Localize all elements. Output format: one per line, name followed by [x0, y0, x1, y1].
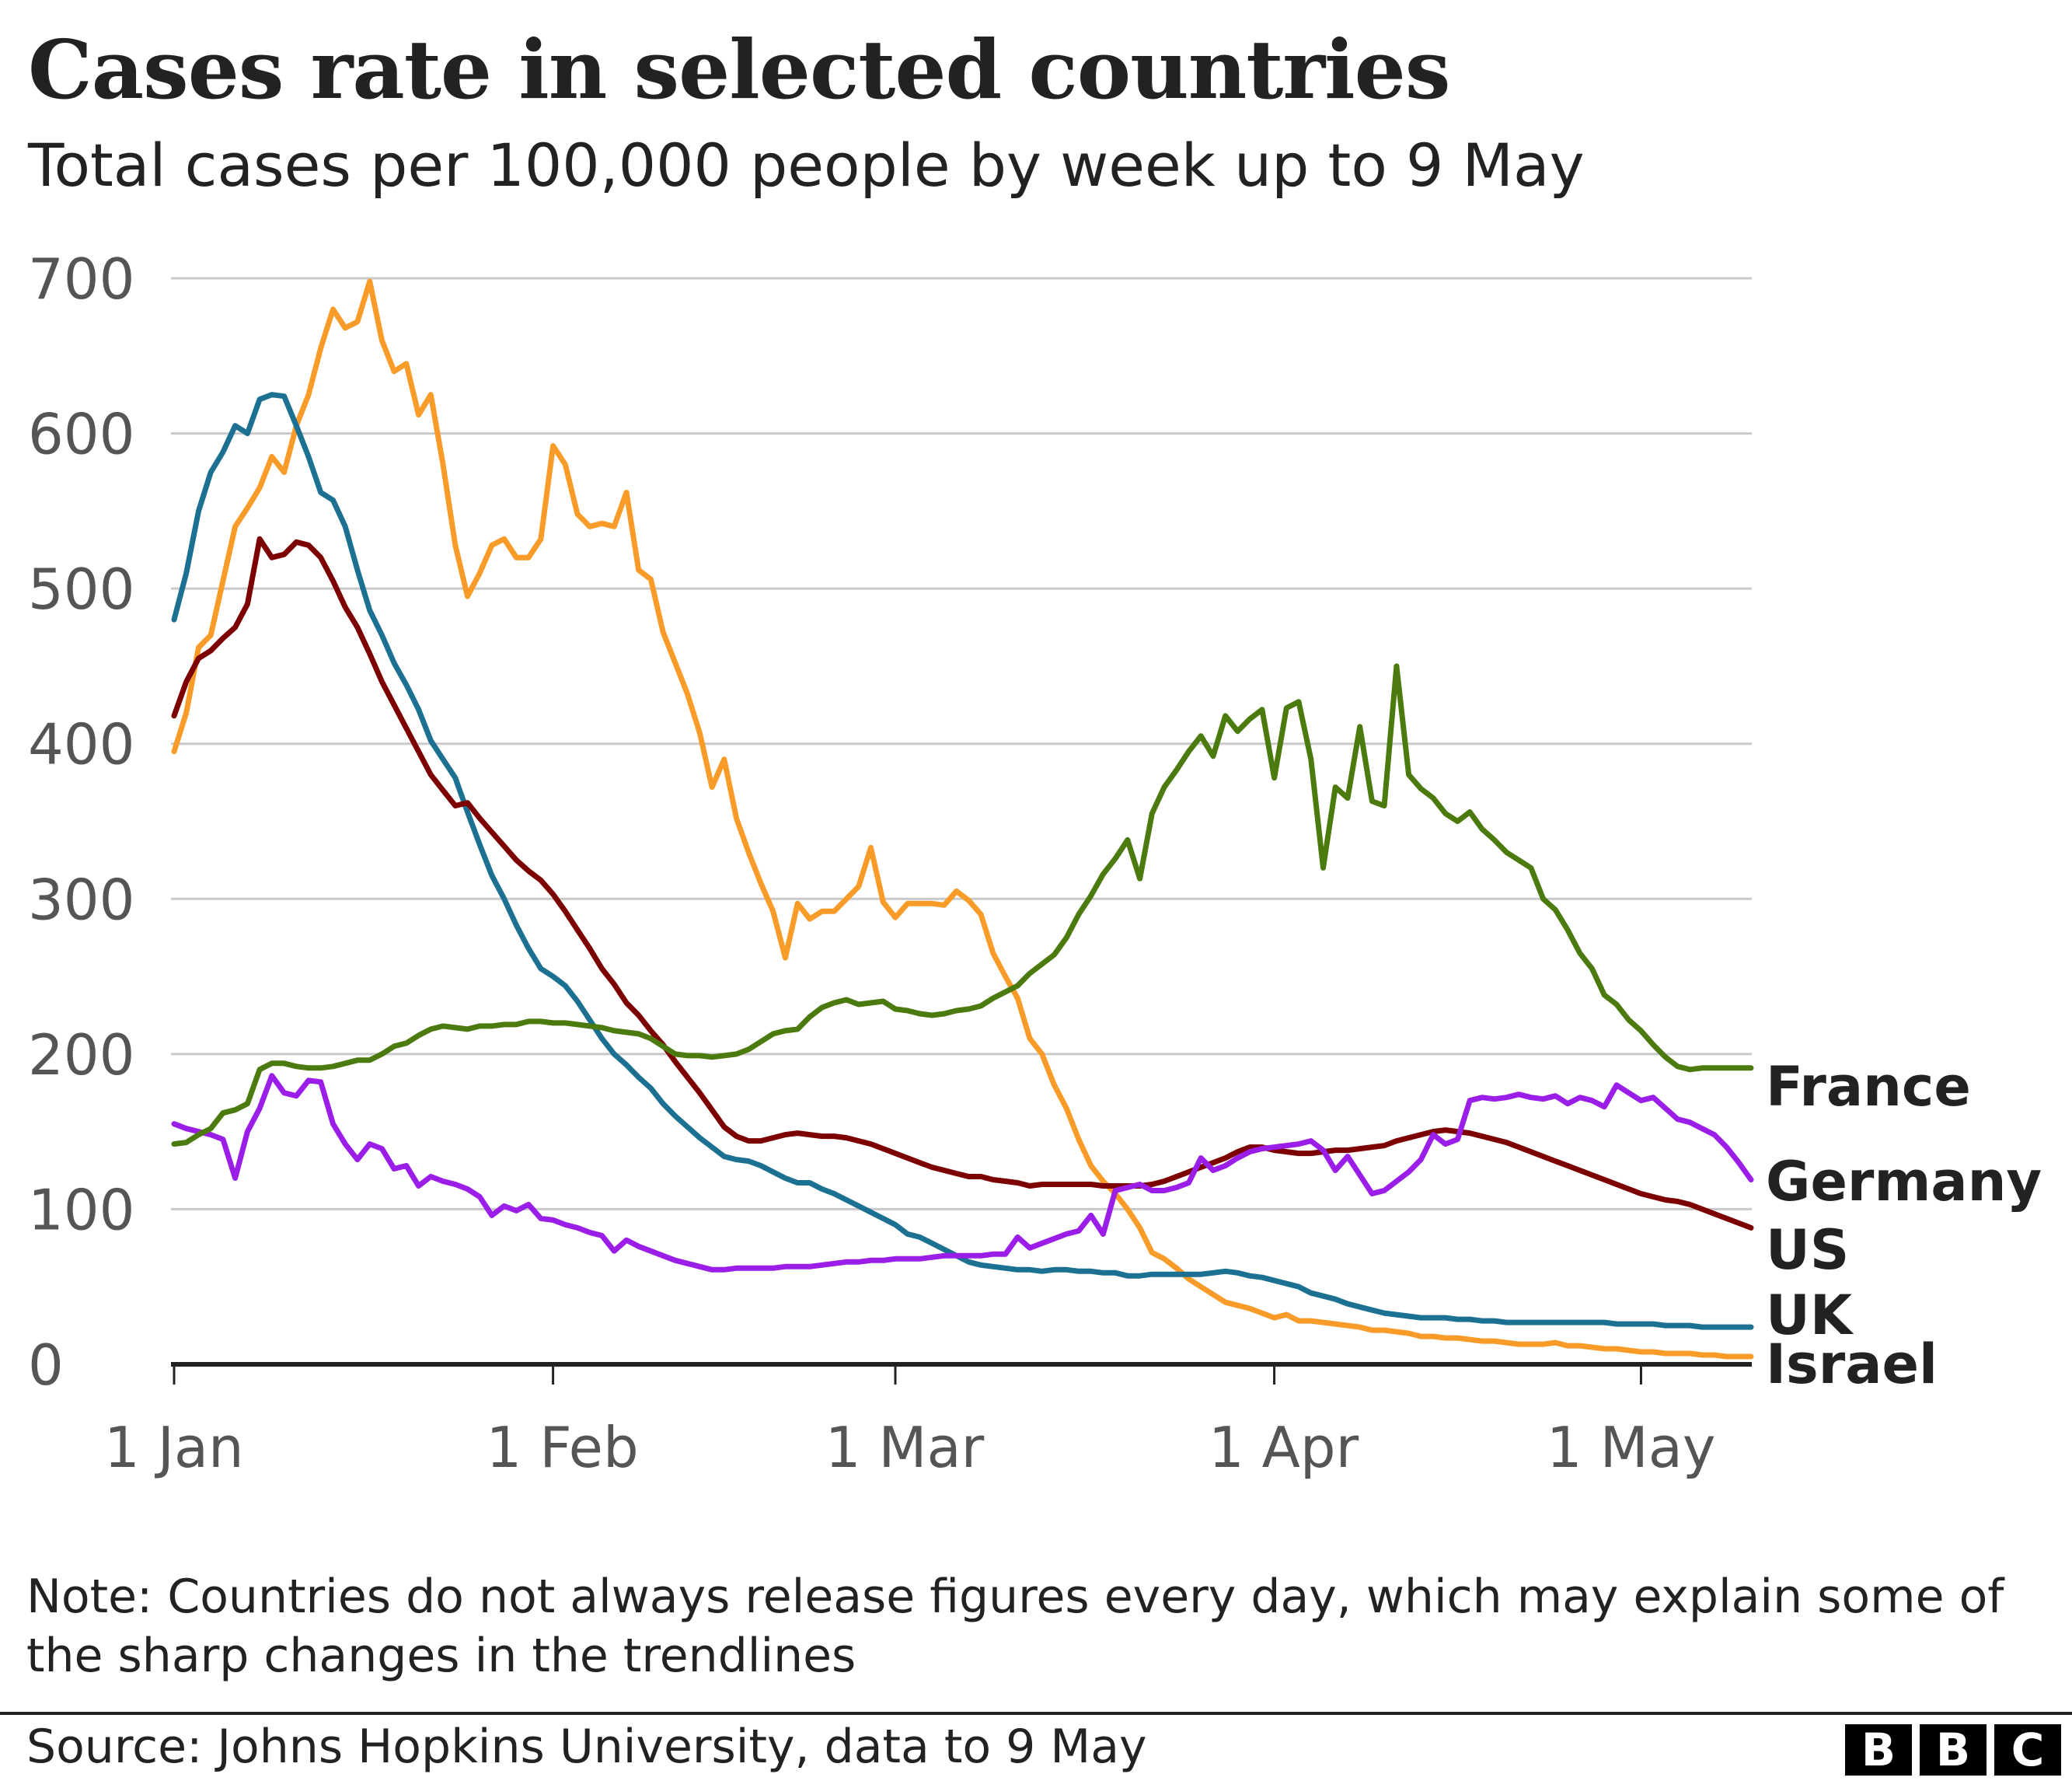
- series-lines: [171, 278, 1754, 1360]
- footer-divider: [0, 1712, 2072, 1715]
- series-line-uk: [171, 392, 1754, 1330]
- footnote: Note: Countries do not always release fi…: [26, 1570, 2004, 1683]
- bbc-logo-letter-b2: B: [1920, 1724, 1987, 1776]
- series-label-germany: Germany: [1766, 1150, 2042, 1214]
- x-tick-label-1: 1 Feb: [487, 1415, 639, 1480]
- y-tick-label-0: 0: [28, 1332, 64, 1398]
- series-label-israel: Israel: [1766, 1332, 1938, 1396]
- chart-subtitle: Total cases per 100,000 people by week u…: [28, 131, 1585, 200]
- y-tick-label-700: 700: [28, 246, 134, 312]
- x-tick-label-2: 1 Mar: [825, 1415, 985, 1480]
- x-axis: 1 Jan 1 Feb 1 Mar 1 Apr 1 May: [104, 1362, 1752, 1480]
- y-tick-label-100: 100: [28, 1177, 134, 1242]
- gridlines: [171, 277, 1752, 1210]
- series-line-us: [171, 536, 1754, 1231]
- chart-title: Cases rate in selected countries: [28, 22, 1450, 117]
- y-tick-label-200: 200: [28, 1022, 134, 1088]
- bbc-logo-letter-b1: B: [1845, 1724, 1912, 1776]
- series-label-us: US: [1766, 1218, 1849, 1282]
- y-tick-label-300: 300: [28, 867, 134, 932]
- y-tick-label-400: 400: [28, 712, 134, 777]
- x-tick-label-0: 1 Jan: [104, 1415, 244, 1480]
- series-line-israel: [171, 278, 1754, 1360]
- series-label-uk: UK: [1766, 1283, 1854, 1347]
- bbc-logo: B B C: [1845, 1724, 2061, 1776]
- x-tick-label-4: 1 May: [1547, 1415, 1716, 1480]
- y-tick-label-600: 600: [28, 402, 134, 467]
- y-tick-label-500: 500: [28, 557, 134, 622]
- source-credit: Source: Johns Hopkins University, data t…: [26, 1720, 1147, 1774]
- x-tick-label-3: 1 Apr: [1209, 1415, 1359, 1480]
- series-label-france: France: [1766, 1055, 1971, 1119]
- series-line-germany: [171, 1073, 1754, 1273]
- series-line-france: [171, 663, 1754, 1147]
- bbc-logo-letter-c: C: [1994, 1724, 2061, 1776]
- y-axis-tick-labels: 0 100 200 300 400 500 600 700: [28, 246, 134, 1398]
